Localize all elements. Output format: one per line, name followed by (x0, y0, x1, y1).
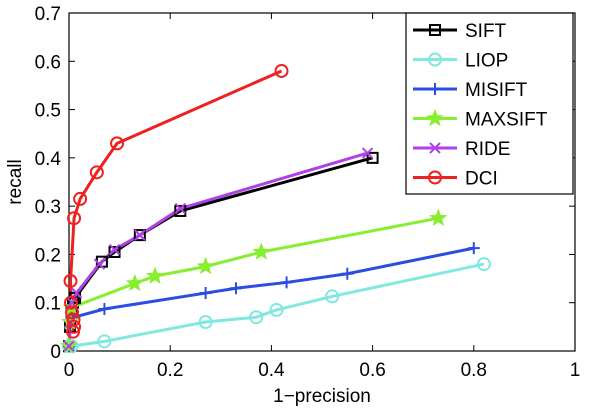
dci-marker (274, 63, 289, 78)
series-markers (59, 63, 491, 355)
ride-marker (174, 202, 187, 215)
y-axis-label: recall (5, 159, 26, 204)
maxsift-marker (429, 208, 448, 227)
dci-marker (73, 191, 88, 206)
x-tick-label: 0.4 (258, 360, 285, 381)
sift-marker (133, 229, 146, 242)
sift-marker (108, 246, 121, 259)
liop-marker (249, 310, 264, 325)
misift-marker (467, 242, 480, 255)
x-tick-label: 0 (64, 360, 75, 381)
dci-legend-marker (428, 170, 442, 185)
liop-marker (97, 334, 112, 349)
maxsift-marker (125, 273, 145, 292)
y-tick-label: 0.1 (35, 294, 61, 315)
sift-marker (366, 151, 379, 164)
ride-marker (63, 340, 75, 352)
x-tick-label: 1 (570, 360, 581, 381)
misift-marker (229, 282, 242, 295)
misift-marker (98, 302, 111, 315)
ride-marker (93, 258, 106, 270)
sift-marker (174, 204, 187, 217)
dci-marker (89, 165, 104, 180)
dci-legend-label: DCI (465, 169, 498, 190)
y-tick-label: 0 (50, 342, 61, 363)
misift-legend-label: MISIFT (465, 80, 528, 101)
liop-marker (269, 302, 284, 317)
axes-box (68, 12, 576, 352)
y-tick-label: 0.4 (35, 149, 62, 170)
dci-marker (110, 136, 125, 151)
misift-marker (280, 276, 293, 289)
legend-entries: SIFT LIOP MISIFT MAXSIFT RIDE DCI (413, 21, 548, 190)
x-tick-label: 0.6 (359, 360, 385, 381)
misift-legend-marker (429, 83, 441, 95)
y-tick-label: 0.5 (35, 101, 61, 122)
plot-area (59, 12, 576, 355)
dci-marker (63, 273, 78, 288)
ride-marker (361, 147, 374, 159)
ride-marker (108, 243, 121, 256)
tick-labels: 0 0.2 0.4 0.6 0.8 1 0 0.1 0.2 0.3 0.4 0.5 0.6 0.7 (35, 4, 581, 381)
ride-legend-label: RIDE (465, 139, 510, 160)
maxsift-legend-marker (425, 108, 445, 127)
dci-marker (67, 211, 82, 226)
dci-marker (65, 305, 80, 320)
liop-marker (198, 315, 213, 330)
dci-marker (66, 312, 81, 327)
maxsift-legend-label: MAXSIFT (465, 110, 548, 131)
x-tick-label: 0.8 (461, 360, 487, 381)
dci-marker (67, 319, 82, 334)
y-tick-label: 0.6 (35, 52, 61, 73)
liop-legend-marker (428, 52, 442, 67)
legend: SIFT LIOP MISIFT MAXSIFT RIDE DCI (405, 12, 574, 195)
legend-box (405, 12, 574, 195)
y-tick-label: 0.2 (35, 245, 61, 266)
sift-legend-marker (429, 24, 441, 36)
dci-marker (64, 295, 79, 310)
sift-legend-label: SIFT (465, 21, 507, 42)
ride-legend-marker (429, 142, 441, 154)
x-tick-label: 0.2 (157, 360, 183, 381)
maxsift-marker (145, 266, 165, 285)
maxsift-marker (196, 256, 215, 275)
x-axis-label: 1−precision (273, 386, 371, 407)
ride-marker (134, 229, 146, 241)
liop-marker (476, 257, 491, 272)
liop-marker (325, 289, 340, 304)
misift-marker (341, 267, 354, 280)
y-tick-label: 0.7 (35, 4, 61, 25)
maxsift-marker (252, 242, 271, 260)
liop-legend-label: LIOP (465, 51, 508, 72)
y-tick-label: 0.3 (35, 197, 61, 218)
misift-marker (199, 287, 212, 300)
